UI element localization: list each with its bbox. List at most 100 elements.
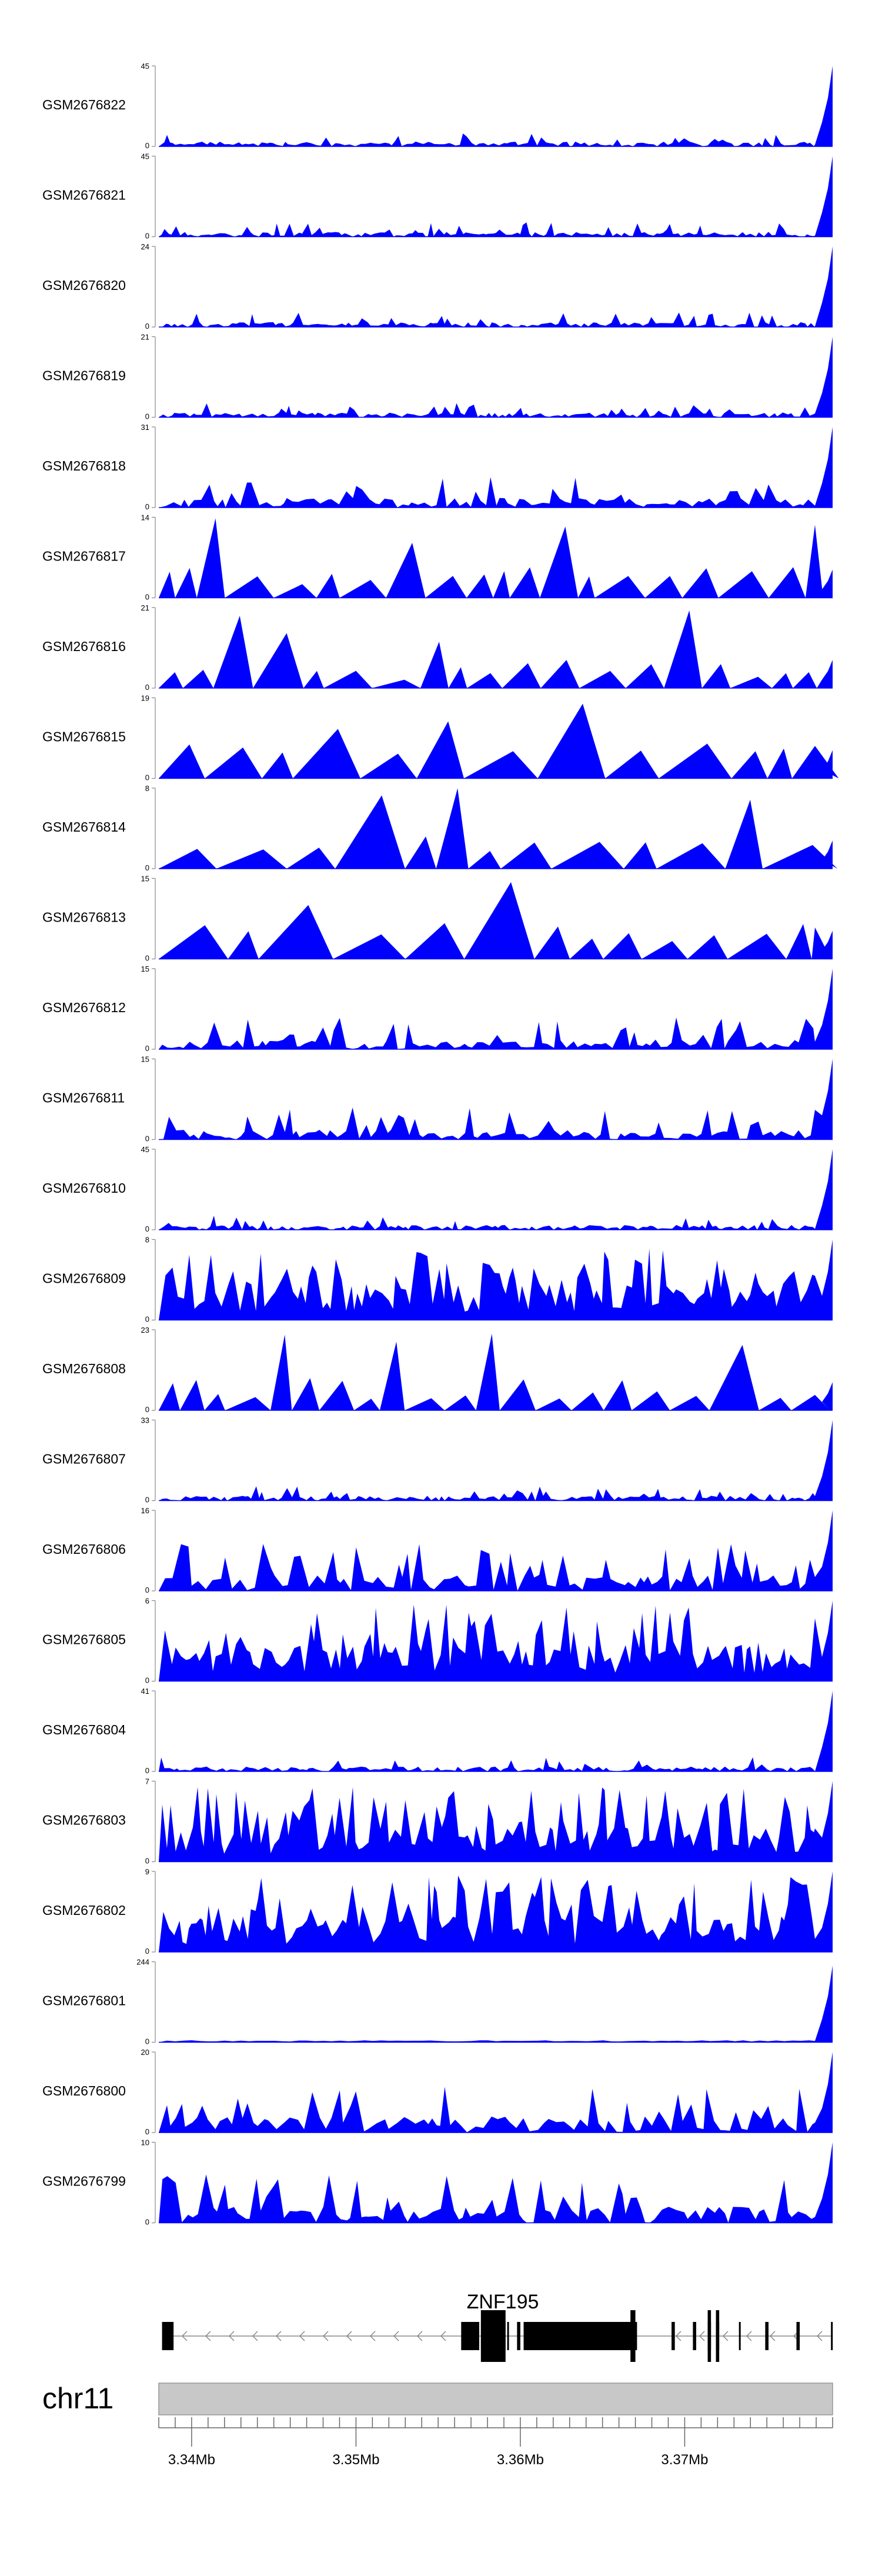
y-axis-min-label: 0 [145, 2127, 149, 2136]
coverage-area [159, 703, 839, 779]
y-axis-min-label: 0 [145, 1766, 149, 1775]
coverage-area [159, 427, 833, 508]
track-GSM2676807: GSM2676807 33 0 [42, 1416, 833, 1504]
y-axis-max-label: 15 [141, 875, 149, 883]
track-label: GSM2676815 [42, 729, 126, 745]
gene-exon [831, 2322, 833, 2350]
y-axis-max-label: 9 [145, 1867, 149, 1876]
y-axis-max-label: 21 [141, 333, 149, 342]
strand-chevron-icon [181, 2331, 188, 2341]
gene-exon [765, 2322, 769, 2350]
y-axis-max-label: 7 [145, 1777, 149, 1786]
gene-exon [523, 2322, 637, 2350]
track-label: GSM2676799 [42, 2174, 126, 2189]
y-axis-min-label: 0 [145, 683, 149, 692]
strand-chevron-icon [322, 2331, 329, 2341]
y-axis-max-label: 20 [141, 2048, 149, 2057]
track-GSM2676822: GSM2676822 45 0 [42, 62, 833, 150]
track-GSM2676800: GSM2676800 20 0 [42, 2048, 833, 2136]
y-axis-min-label: 0 [145, 322, 149, 331]
y-axis-max-label: 14 [141, 513, 149, 522]
track-GSM2676813: GSM2676813 15 0 [42, 875, 833, 963]
coverage-area [159, 518, 833, 598]
track-label: GSM2676805 [42, 1632, 126, 1647]
y-axis-min-label: 0 [145, 1496, 149, 1504]
track-GSM2676809: GSM2676809 8 0 [42, 1236, 833, 1324]
y-axis-min-label: 0 [145, 593, 149, 602]
gene-exon [671, 2322, 675, 2350]
strand-chevron-icon [275, 2331, 282, 2341]
y-axis-min-label: 0 [145, 2218, 149, 2227]
gene-exon [739, 2322, 741, 2350]
y-axis-max-label: 10 [141, 2138, 149, 2147]
strand-chevron-icon [675, 2331, 681, 2341]
coverage-area [159, 246, 833, 327]
y-axis-max-label: 23 [141, 1326, 149, 1334]
y-axis-min-label: 0 [145, 954, 149, 963]
y-axis-max-label: 45 [141, 1145, 149, 1154]
y-axis-max-label: 15 [141, 1055, 149, 1064]
gene-exon [162, 2322, 174, 2350]
track-label: GSM2676814 [42, 819, 126, 835]
coverage-area [159, 1149, 833, 1230]
y-axis-max-label: 6 [145, 1597, 149, 1606]
y-axis-min-label: 0 [145, 1224, 149, 1233]
coverage-area [159, 1691, 833, 1771]
y-axis-max-label: 24 [141, 242, 149, 251]
track-GSM2676812: GSM2676812 15 0 [42, 965, 833, 1053]
y-axis-max-label: 21 [141, 603, 149, 612]
track-label: GSM2676818 [42, 458, 126, 473]
y-axis-max-label: 15 [141, 965, 149, 973]
y-axis-max-label: 19 [141, 694, 149, 703]
track-GSM2676802: GSM2676802 9 0 [42, 1867, 833, 1956]
track-GSM2676810: GSM2676810 45 0 [42, 1145, 833, 1233]
coverage-area [159, 788, 838, 869]
gene-exon-coding [707, 2310, 711, 2362]
chromosome-label: chr11 [42, 2382, 113, 2415]
gene-exon [796, 2322, 800, 2350]
coverage-area [159, 1333, 833, 1410]
strand-chevron-icon [369, 2331, 376, 2341]
y-axis-min-label: 0 [145, 1586, 149, 1594]
y-axis-max-label: 41 [141, 1687, 149, 1696]
genome-axis-track: chr11 3.34Mb 3.35Mb 3.36Mb 3.37Mb [42, 2382, 833, 2468]
y-axis-max-label: 33 [141, 1416, 149, 1425]
coverage-area [159, 1510, 833, 1591]
strand-chevron-icon [299, 2331, 305, 2341]
track-GSM2676819: GSM2676819 21 0 [42, 333, 833, 421]
strand-chevron-icon [416, 2331, 423, 2341]
coverage-area [159, 1059, 833, 1140]
gene-exon [517, 2322, 520, 2350]
genome-axis-label: 3.34Mb [168, 2452, 215, 2468]
y-axis-min-label: 0 [145, 1315, 149, 1324]
y-axis-min-label: 0 [145, 1405, 149, 1414]
track-GSM2676821: GSM2676821 45 0 [42, 152, 833, 241]
gene-exon-coding [630, 2310, 636, 2362]
y-axis-min-label: 0 [145, 773, 149, 782]
y-axis-max-label: 45 [141, 152, 149, 161]
track-label: GSM2676810 [42, 1180, 126, 1196]
track-GSM2676814: GSM2676814 8 0 [42, 784, 838, 872]
genome-axis-label: 3.37Mb [661, 2452, 708, 2468]
coverage-area [159, 2142, 833, 2223]
track-GSM2676820: GSM2676820 24 0 [42, 242, 833, 331]
track-label: GSM2676812 [42, 1000, 126, 1015]
y-axis-max-label: 8 [145, 784, 149, 793]
y-axis-min-label: 0 [145, 1044, 149, 1053]
y-axis-max-label: 8 [145, 1236, 149, 1244]
y-axis-min-label: 0 [145, 1947, 149, 1956]
genome-axis-label: 3.35Mb [332, 2452, 379, 2468]
track-GSM2676799: GSM2676799 10 0 [42, 2138, 833, 2227]
coverage-area [159, 1239, 833, 1320]
strand-chevron-icon [346, 2331, 352, 2341]
y-axis-min-label: 0 [145, 1676, 149, 1685]
track-GSM2676803: GSM2676803 7 0 [42, 1777, 833, 1866]
coverage-area [159, 1966, 833, 2043]
track-GSM2676804: GSM2676804 41 0 [42, 1687, 833, 1775]
track-GSM2676817: GSM2676817 14 0 [42, 513, 833, 602]
track-GSM2676815: GSM2676815 19 0 [42, 694, 839, 782]
track-label: GSM2676808 [42, 1361, 126, 1376]
y-axis-min-label: 0 [145, 2037, 149, 2046]
track-GSM2676816: GSM2676816 21 0 [42, 603, 833, 692]
